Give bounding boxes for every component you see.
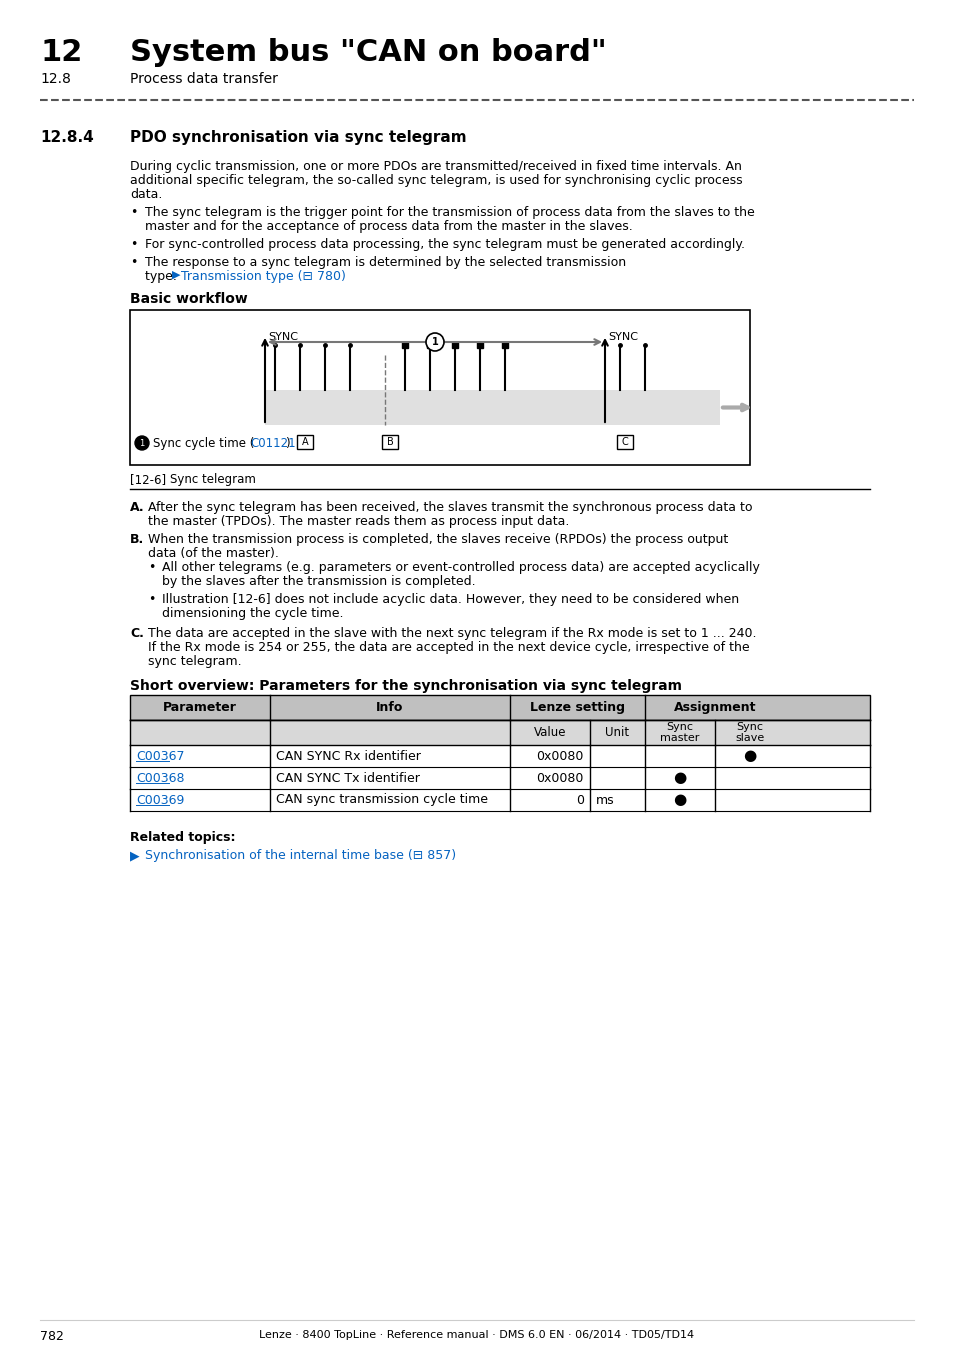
Text: C.: C. [130, 626, 144, 640]
Text: B: B [386, 437, 393, 447]
Text: dimensioning the cycle time.: dimensioning the cycle time. [162, 608, 343, 620]
Text: ▶: ▶ [172, 270, 184, 279]
Text: The sync telegram is the trigger point for the transmission of process data from: The sync telegram is the trigger point f… [145, 207, 754, 219]
Text: Parameter: Parameter [163, 701, 236, 714]
Text: •: • [148, 593, 155, 606]
Text: Sync telegram: Sync telegram [170, 472, 255, 486]
Text: [12-6]: [12-6] [130, 472, 166, 486]
Text: Sync
master: Sync master [659, 722, 699, 744]
Bar [130, 695, 869, 720]
Text: When the transmission process is completed, the slaves receive (RPDOs) the proce: When the transmission process is complet… [148, 533, 727, 545]
Bar [130, 788, 869, 811]
Text: ms: ms [596, 794, 614, 806]
Text: During cyclic transmission, one or more PDOs are transmitted/received in fixed t: During cyclic transmission, one or more … [130, 161, 741, 173]
Text: C00369: C00369 [136, 794, 184, 806]
Bar [130, 767, 869, 788]
Text: type.: type. [145, 270, 185, 284]
Text: If the Rx mode is 254 or 255, the data are accepted in the next device cycle, ir: If the Rx mode is 254 or 255, the data a… [148, 641, 749, 653]
Text: C01121: C01121 [250, 437, 295, 450]
Text: ▶: ▶ [130, 849, 144, 863]
Text: ): ) [285, 437, 290, 450]
Text: Info: Info [375, 701, 403, 714]
Text: Related topics:: Related topics: [130, 832, 235, 844]
Text: SYNC: SYNC [607, 332, 638, 342]
Bar [265, 390, 720, 425]
Text: •: • [130, 207, 137, 219]
Text: Process data transfer: Process data transfer [130, 72, 277, 86]
Text: •: • [148, 562, 155, 574]
Text: After the sync telegram has been received, the slaves transmit the synchronous p: After the sync telegram has been receive… [148, 501, 752, 514]
Text: Transmission type (⊟ 780): Transmission type (⊟ 780) [181, 270, 346, 284]
Text: Illustration [12-6] does not include acyclic data. However, they need to be cons: Illustration [12-6] does not include acy… [162, 593, 739, 606]
Text: •: • [130, 256, 137, 269]
Text: the master (TPDOs). The master reads them as process input data.: the master (TPDOs). The master reads the… [148, 514, 569, 528]
Text: Sync cycle time (: Sync cycle time ( [152, 437, 254, 450]
Text: 0x0080: 0x0080 [536, 771, 583, 784]
Text: System bus "CAN on board": System bus "CAN on board" [130, 38, 606, 68]
Text: CAN sync transmission cycle time: CAN sync transmission cycle time [275, 794, 488, 806]
Text: B.: B. [130, 533, 144, 545]
Bar [130, 745, 869, 767]
Text: A: A [301, 437, 308, 447]
Text: Lenze · 8400 TopLine · Reference manual · DMS 6.0 EN · 06/2014 · TD05/TD14: Lenze · 8400 TopLine · Reference manual … [259, 1330, 694, 1341]
Text: •: • [130, 238, 137, 251]
Text: additional specific telegram, the so-called sync telegram, is used for synchroni: additional specific telegram, the so-cal… [130, 174, 741, 188]
Text: Unit: Unit [605, 726, 629, 738]
Text: data.: data. [130, 188, 162, 201]
Circle shape [426, 333, 443, 351]
Text: by the slaves after the transmission is completed.: by the slaves after the transmission is … [162, 575, 476, 589]
Text: ●: ● [742, 748, 756, 764]
Text: 12: 12 [40, 38, 82, 68]
Bar [130, 720, 869, 745]
Bar [296, 435, 313, 450]
Text: Value: Value [533, 726, 566, 738]
Bar [381, 435, 397, 450]
Text: PDO synchronisation via sync telegram: PDO synchronisation via sync telegram [130, 130, 466, 144]
Text: 0x0080: 0x0080 [536, 749, 583, 763]
Bar [617, 435, 633, 450]
Text: 1: 1 [139, 439, 145, 447]
Text: master and for the acceptance of process data from the master in the slaves.: master and for the acceptance of process… [145, 220, 632, 234]
Text: Lenze setting: Lenze setting [530, 701, 624, 714]
Text: ●: ● [673, 771, 686, 786]
Text: C00367: C00367 [136, 749, 184, 763]
Text: sync telegram.: sync telegram. [148, 655, 241, 668]
Text: Synchronisation of the internal time base (⊟ 857): Synchronisation of the internal time bas… [145, 849, 456, 863]
Text: The data are accepted in the slave with the next sync telegram if the Rx mode is: The data are accepted in the slave with … [148, 626, 756, 640]
Text: 1: 1 [431, 338, 438, 347]
Text: All other telegrams (e.g. parameters or event-controlled process data) are accep: All other telegrams (e.g. parameters or … [162, 562, 760, 574]
Text: C: C [621, 437, 628, 447]
Text: 0: 0 [576, 794, 583, 806]
Text: A.: A. [130, 501, 145, 514]
Text: data (of the master).: data (of the master). [148, 547, 278, 560]
Text: Short overview: Parameters for the synchronisation via sync telegram: Short overview: Parameters for the synch… [130, 679, 681, 693]
Text: Basic workflow: Basic workflow [130, 292, 248, 306]
Text: The response to a sync telegram is determined by the selected transmission: The response to a sync telegram is deter… [145, 256, 625, 269]
Text: 12.8: 12.8 [40, 72, 71, 86]
Text: For sync-controlled process data processing, the sync telegram must be generated: For sync-controlled process data process… [145, 238, 744, 251]
Text: C00368: C00368 [136, 771, 184, 784]
Text: CAN SYNC Rx identifier: CAN SYNC Rx identifier [275, 749, 420, 763]
Text: 12.8.4: 12.8.4 [40, 130, 93, 144]
Text: Assignment: Assignment [673, 701, 756, 714]
Text: CAN SYNC Tx identifier: CAN SYNC Tx identifier [275, 771, 419, 784]
Text: Sync
slave: Sync slave [735, 722, 763, 744]
Circle shape [135, 436, 149, 450]
Text: 782: 782 [40, 1330, 64, 1343]
Text: ●: ● [673, 792, 686, 807]
Text: SYNC: SYNC [268, 332, 297, 342]
Bar [130, 310, 749, 464]
